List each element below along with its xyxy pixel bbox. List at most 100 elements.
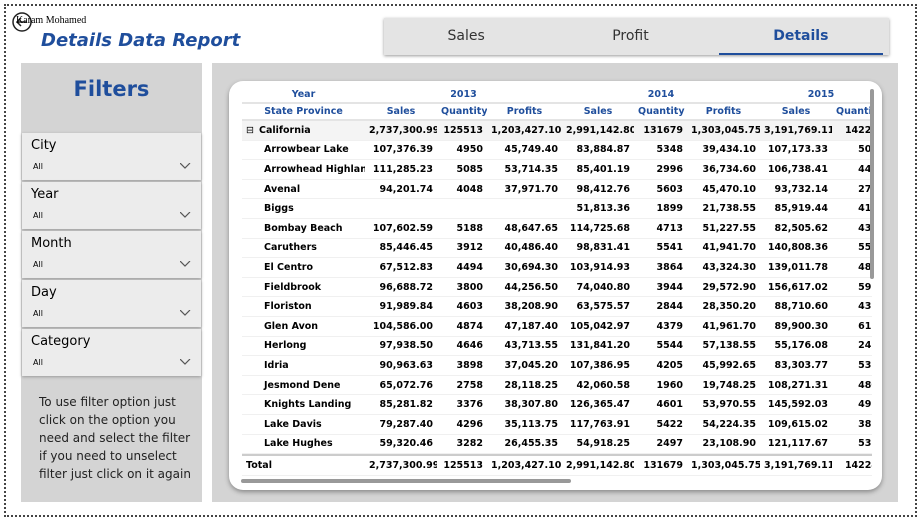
cell: 65,072.76 — [365, 376, 437, 396]
cell: 43,324.30 — [687, 258, 760, 278]
cell: 23,108.90 — [687, 435, 760, 455]
cell: 51,227.55 — [687, 219, 760, 239]
year-label: Year — [242, 87, 365, 104]
cell: 611 — [832, 317, 872, 337]
cell: 38,307.80 — [487, 395, 562, 415]
row-label: Bombay Beach — [242, 219, 365, 239]
cell: 108,271.31 — [760, 376, 832, 396]
year-header-row: Year 2013 2014 2015 — [242, 87, 872, 104]
cell: 4379 — [634, 317, 687, 337]
cell: 435 — [832, 297, 872, 317]
cell: 36,734.60 — [687, 160, 760, 180]
row-label: ⊟ California — [242, 121, 365, 141]
table-viewport: Year 2013 2014 2015 State Province Sales Quant… — [242, 87, 872, 481]
cell: 45,992.65 — [687, 356, 760, 376]
row-label: Herlong — [242, 337, 365, 357]
cell: 106,738.41 — [760, 160, 832, 180]
cell: 83,303.77 — [760, 356, 832, 376]
cell — [437, 199, 487, 219]
cell: 418 — [832, 199, 872, 219]
row-name: Glen Avon — [264, 320, 319, 332]
dropdown-chevron[interactable] — [180, 359, 191, 365]
filter-card[interactable]: Month All — [22, 231, 201, 278]
cell: 83,884.87 — [562, 141, 634, 161]
data-row: El Centro 67,512.83 4494 30,694.30 103,914.9… — [242, 258, 872, 278]
column-header: Quantity — [437, 104, 487, 121]
filter-title: Filters — [73, 77, 150, 101]
filter-panel: Filters To use filter option just click … — [21, 63, 202, 502]
filter-label: Category — [31, 334, 91, 349]
cell: 104,586.00 — [365, 317, 437, 337]
cell: 383 — [832, 415, 872, 435]
year-header: 2015 — [760, 87, 872, 104]
column-header: Quantity — [634, 104, 687, 121]
row-name: Fieldbrook — [264, 281, 322, 293]
cell: 555 — [832, 239, 872, 259]
filter-card[interactable]: Year All — [22, 182, 201, 229]
cell: 54,918.25 — [562, 435, 634, 455]
dropdown-chevron[interactable] — [180, 163, 191, 169]
cell: 37,971.70 — [487, 180, 562, 200]
back-icon[interactable] — [11, 11, 33, 33]
cell: 2758 — [437, 376, 487, 396]
filter-card[interactable]: Day All — [22, 280, 201, 327]
cell: 90,963.63 — [365, 356, 437, 376]
cell: 117,763.91 — [562, 415, 634, 435]
cell: 51,813.36 — [562, 199, 634, 219]
row-label: Caruthers — [242, 239, 365, 259]
cell: 98,412.76 — [562, 180, 634, 200]
row-label: Arrowbear Lake — [242, 141, 365, 161]
cell: 4950 — [437, 141, 487, 161]
cell: 44,256.50 — [487, 278, 562, 298]
cell: 53,970.55 — [687, 395, 760, 415]
cell: 4874 — [437, 317, 487, 337]
dropdown-chevron[interactable] — [180, 310, 191, 316]
horizontal-scrollbar[interactable] — [241, 479, 571, 483]
cell: 114,725.68 — [562, 219, 634, 239]
vertical-scrollbar[interactable] — [870, 89, 874, 279]
cell: 47,187.40 — [487, 317, 562, 337]
collapse-icon[interactable]: ⊟ — [246, 124, 254, 136]
column-header: Sales — [365, 104, 437, 121]
row-name: Bombay Beach — [264, 222, 343, 234]
cell: 53,714.35 — [487, 160, 562, 180]
row-name: Arrowbear Lake — [264, 144, 349, 156]
cell: 85,281.82 — [365, 395, 437, 415]
data-row: Jesmond Dene 65,072.76 2758 28,118.25 42,060… — [242, 376, 872, 396]
data-row: Fieldbrook 96,688.72 3800 44,256.50 74,040.8… — [242, 278, 872, 298]
cell: 45,470.10 — [687, 180, 760, 200]
row-label: Biggs — [242, 199, 365, 219]
cell: 88,710.60 — [760, 297, 832, 317]
cell: 5603 — [634, 180, 687, 200]
dropdown-chevron[interactable] — [180, 212, 191, 218]
data-row: Lake Hughes 59,320.46 3282 26,455.35 54,918.… — [242, 435, 872, 455]
cell: 107,376.39 — [365, 141, 437, 161]
report-title: Details Data Report — [41, 30, 241, 51]
cell: 595 — [832, 278, 872, 298]
cell: 3864 — [634, 258, 687, 278]
column-header: Sales — [760, 104, 832, 121]
cell: 107,173.33 — [760, 141, 832, 161]
filter-card[interactable]: Category All — [22, 329, 201, 376]
cell: 82,505.62 — [760, 219, 832, 239]
tab[interactable]: Profit — [612, 28, 649, 44]
cell: 498 — [832, 395, 872, 415]
tab[interactable]: Details — [718, 18, 883, 55]
year-header: 2014 — [562, 87, 760, 104]
filter-label: Month — [31, 236, 72, 251]
table-card: Year 2013 2014 2015 State Province Sales Quant… — [229, 81, 882, 490]
cell: 4296 — [437, 415, 487, 435]
filter-label: City — [31, 138, 57, 153]
tab[interactable]: Sales — [447, 28, 485, 44]
cell: 125513 — [437, 454, 487, 477]
cell: 145,592.03 — [760, 395, 832, 415]
cell: 89,900.30 — [760, 317, 832, 337]
dropdown-chevron[interactable] — [180, 261, 191, 267]
filter-card[interactable]: City All — [22, 133, 201, 180]
report-frame: Karam Mohamed Details Data Report Sales P… — [4, 4, 917, 517]
year-header: 2013 — [365, 87, 562, 104]
group-row: ⊟ California 2,737,300.99 125513 1,203,427.1… — [242, 121, 872, 141]
data-row: Avenal 94,201.74 4048 37,971.70 98,412.76 560… — [242, 180, 872, 200]
cell: 41,961.70 — [687, 317, 760, 337]
